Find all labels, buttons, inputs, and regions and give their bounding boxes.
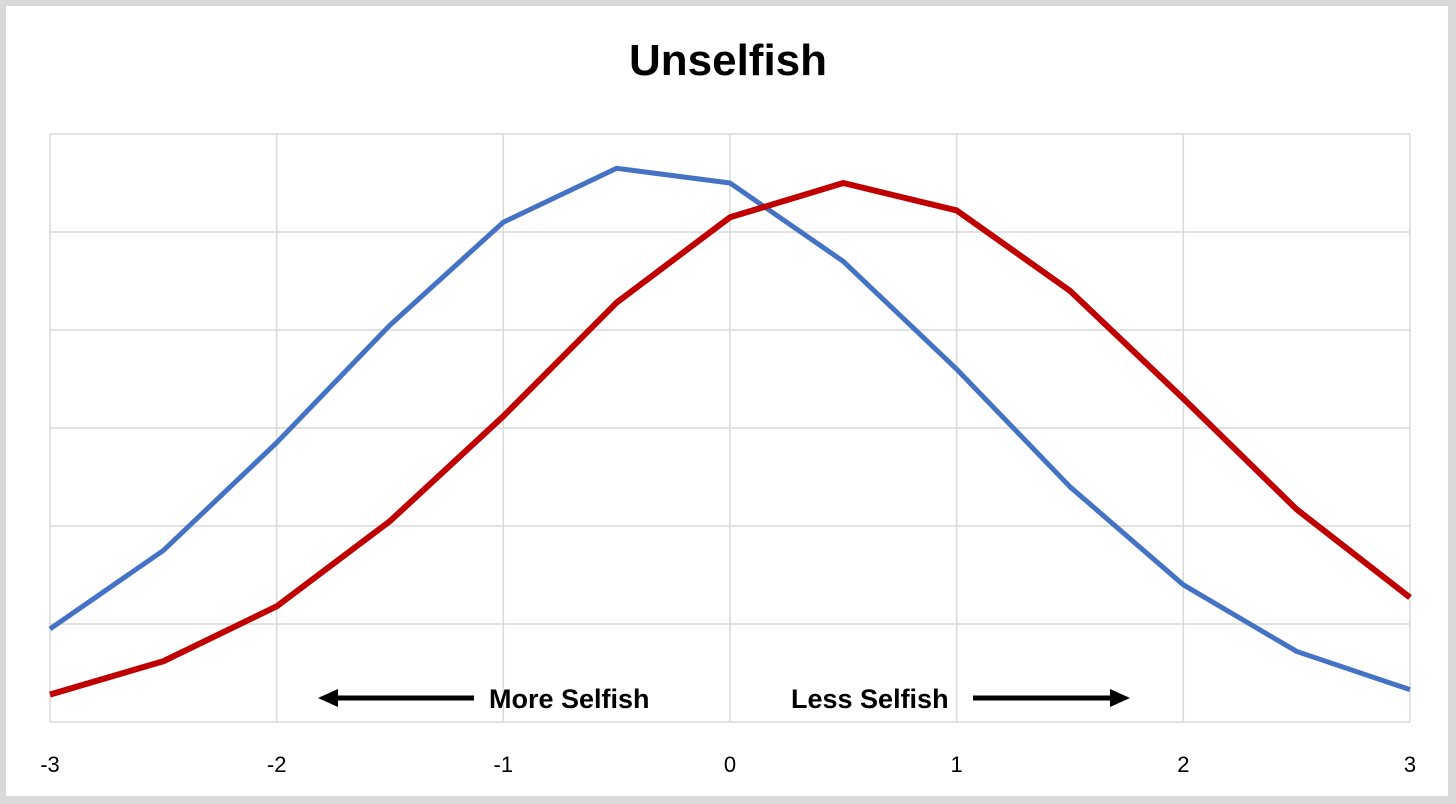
- grid-lines: [49, 133, 1411, 723]
- x-tick-label: 3: [1404, 752, 1416, 777]
- more-selfish-label: More Selfish: [489, 684, 650, 714]
- x-tick-label: 1: [951, 752, 963, 777]
- chart-title: Unselfish: [628, 36, 828, 85]
- series-line-2: [49, 180, 1412, 698]
- left-arrowhead-icon: [318, 689, 338, 707]
- series-line-1: [48, 165, 1411, 693]
- less-selfish-label: Less Selfish: [791, 684, 949, 714]
- x-axis-tick-labels: -3 -2 -1 0 1 2 3: [40, 752, 1416, 777]
- right-arrowhead-icon: [1110, 689, 1130, 707]
- series-lines: [48, 165, 1412, 698]
- x-tick-label: -1: [494, 752, 514, 777]
- chart-frame: [6, 6, 1448, 796]
- annotations: More Selfish Less Selfish: [318, 684, 1130, 714]
- x-tick-label: 0: [724, 752, 736, 777]
- x-tick-label: -3: [40, 752, 60, 777]
- x-tick-label: -2: [267, 752, 287, 777]
- x-tick-label: 2: [1177, 752, 1189, 777]
